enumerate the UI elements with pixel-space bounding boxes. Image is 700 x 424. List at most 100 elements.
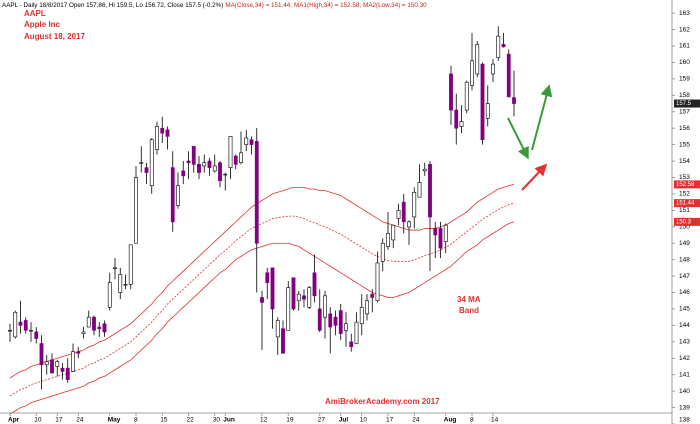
y-tick-label: 163: [679, 10, 690, 17]
y-tick-label: 140: [679, 388, 690, 395]
last-value-box: [674, 99, 700, 108]
candle-body: [107, 282, 112, 308]
candle-body: [55, 361, 60, 367]
x-tick-label: 22: [187, 417, 195, 424]
candle-body: [270, 267, 275, 310]
candle-body: [365, 300, 369, 315]
candle-body: [428, 164, 432, 218]
y-tick-label: 148: [679, 256, 690, 263]
candle-body: [344, 323, 348, 331]
x-tick-label: Jul: [339, 417, 349, 424]
y-tick-label: 158: [679, 92, 690, 99]
header: AAPL - Daily 18/8/2017 Open 157.86, Hi 1…: [2, 2, 427, 9]
candle-body: [485, 103, 490, 119]
candle-body: [323, 295, 327, 318]
candle-body: [50, 359, 54, 374]
y-tick-label: 160: [679, 59, 690, 66]
header-part: MA2(Low,34) = 150.30: [363, 2, 427, 9]
candle-body: [218, 162, 222, 182]
candle-body: [155, 126, 159, 150]
candle-body: [149, 139, 154, 187]
candle-body: [160, 127, 165, 134]
x-tick-label: 24: [76, 417, 84, 424]
candle-body: [65, 367, 70, 380]
last-value-box: [674, 180, 700, 189]
annotation: Apple Inc: [24, 20, 61, 29]
candle-body: [396, 210, 401, 219]
candle-body: [480, 63, 485, 140]
candle-body: [23, 320, 28, 331]
candle-body: [512, 97, 516, 104]
candle-body: [233, 155, 238, 165]
candle-body: [449, 73, 453, 111]
candle-body: [71, 351, 75, 372]
y-tick-label: 161: [679, 43, 690, 50]
last-value-label: 151.44: [676, 201, 695, 207]
candle-body: [34, 331, 39, 339]
candle-body: [191, 145, 196, 165]
candle-body: [302, 295, 306, 300]
candle-body: [281, 328, 285, 354]
x-tick-label: 30: [213, 417, 221, 424]
x-tick-label: Aug: [444, 417, 457, 424]
y-tick-label: 147: [679, 273, 690, 280]
candle-body: [165, 129, 170, 137]
y-tick-label: 144: [679, 322, 690, 329]
x-tick-label: 8: [470, 417, 474, 424]
candle-body: [359, 307, 364, 325]
candle-body: [60, 367, 65, 372]
candle-body: [443, 224, 448, 242]
candle-body: [186, 160, 191, 163]
annotation: AmiBrokerAcademy.com 2017: [325, 397, 440, 406]
candle-body: [438, 228, 443, 249]
x-tick-label: Apr: [8, 417, 20, 424]
candle-body: [223, 173, 228, 176]
y-tick-label: 151: [679, 207, 690, 214]
candle-body: [307, 287, 312, 308]
x-tick-label: 17: [386, 417, 394, 424]
x-tick-label: May: [108, 417, 121, 424]
candle-body: [139, 162, 144, 164]
arrow: [521, 163, 548, 191]
candle-body: [333, 316, 338, 326]
y-tick-label: 156: [679, 125, 690, 132]
candle-body: [496, 35, 501, 58]
y-tick-label: 138: [679, 417, 690, 424]
y-tick-label: 152: [679, 191, 690, 198]
candle-body: [275, 320, 280, 338]
candle-body: [144, 167, 149, 173]
x-tick-label: 17: [55, 417, 63, 424]
candle-body: [491, 63, 495, 75]
x-tick-label: 24: [412, 417, 420, 424]
candle-body: [134, 177, 138, 244]
candle-body: [8, 330, 12, 332]
candle-body: [170, 167, 175, 223]
candle-body: [506, 53, 511, 98]
y-tick-label: 146: [679, 289, 690, 296]
candle-body: [97, 326, 102, 329]
candle-body: [470, 60, 474, 86]
y-tick-label: 150: [679, 224, 690, 231]
x-tick-label: Jun: [223, 417, 235, 424]
candle-body: [228, 136, 233, 168]
candle-body: [249, 139, 254, 145]
x-tick-label: 10: [360, 417, 368, 424]
candle-body: [239, 152, 243, 163]
candle-body: [113, 267, 117, 269]
candle-body: [454, 109, 459, 129]
candle-body: [286, 287, 291, 331]
y-tick-label: 154: [679, 158, 690, 165]
candle-body: [254, 141, 259, 244]
candle-body: [407, 221, 411, 228]
candle-body: [464, 81, 469, 111]
candle-body: [102, 323, 107, 333]
header-part: MA(Close,34) = 151.44,: [225, 2, 292, 9]
candle-body: [501, 44, 506, 48]
annotation: AAPL: [24, 9, 46, 18]
plot: [8, 26, 516, 415]
last-value-label: 152.58: [676, 182, 695, 188]
last-value-label: 150.3: [676, 219, 692, 225]
candle-body: [123, 284, 128, 286]
y-tick-label: 159: [679, 76, 690, 83]
y-tick-label: 162: [679, 26, 690, 33]
